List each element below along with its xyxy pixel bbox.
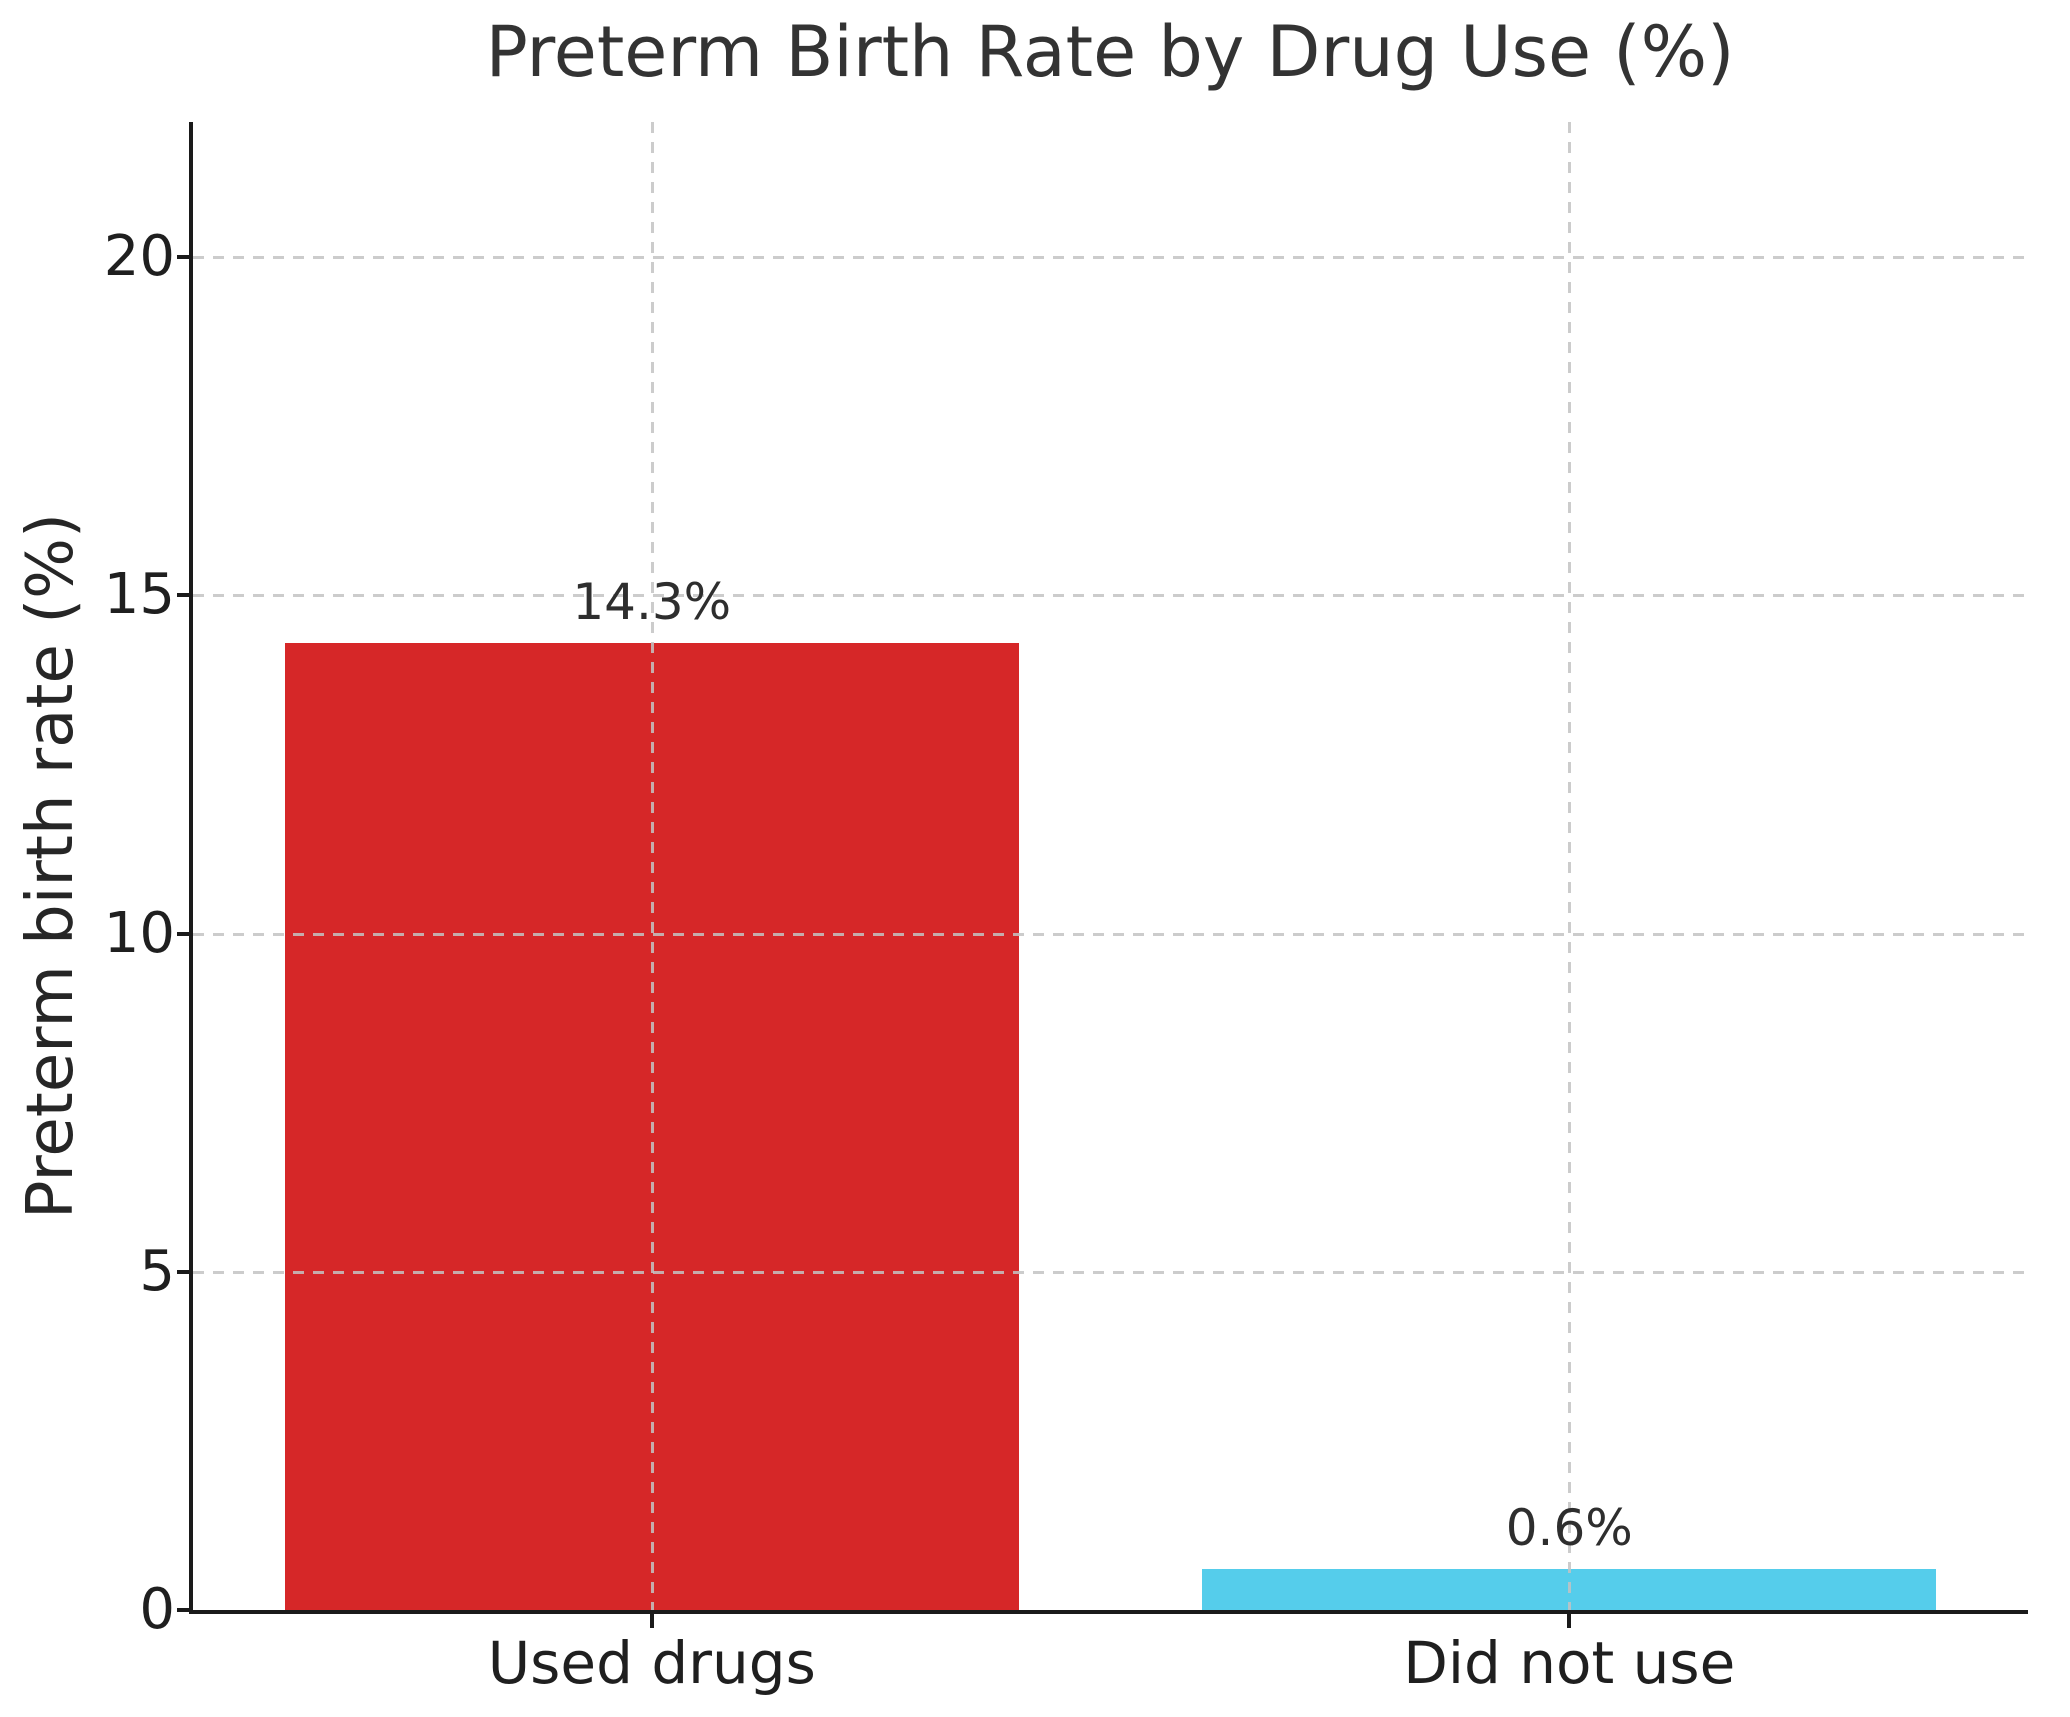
bar-value-label-did-not-use: 0.6% (1505, 1499, 1633, 1558)
x-tick-mark (649, 1610, 654, 1628)
y-tick-mark (177, 1269, 193, 1274)
y-tick-label: 5 (139, 1238, 175, 1304)
y-tick-label: 0 (139, 1577, 175, 1642)
plot-area: 14.3% 0.6% (193, 122, 2028, 1610)
y-axis-spine (189, 122, 193, 1614)
y-tick-label: 10 (103, 900, 175, 966)
horizontal-gridline (193, 594, 2028, 598)
horizontal-gridline (193, 932, 2028, 936)
vertical-gridline (1568, 122, 1572, 1610)
y-axis-tick-labels: 0 5 10 15 20 (0, 0, 175, 1717)
y-tick-mark (177, 1608, 193, 1612)
vertical-gridline (650, 122, 654, 1610)
x-tick-mark (1567, 1610, 1572, 1628)
y-tick-label: 20 (103, 224, 175, 290)
chart-title: Preterm Birth Rate by Drug Use (%) (485, 11, 1735, 93)
horizontal-gridline (193, 1270, 2028, 1274)
x-tick-label-used-drugs: Used drugs (487, 1629, 816, 1697)
y-tick-mark (177, 255, 193, 260)
y-tick-mark (177, 931, 193, 936)
x-axis-spine (189, 1610, 2028, 1614)
x-tick-label-did-not-use: Did not use (1403, 1629, 1736, 1697)
y-tick-mark (177, 593, 193, 598)
horizontal-gridline (193, 256, 2028, 260)
y-tick-label: 15 (103, 562, 175, 628)
bar-value-label-used-drugs: 14.3% (572, 572, 732, 631)
